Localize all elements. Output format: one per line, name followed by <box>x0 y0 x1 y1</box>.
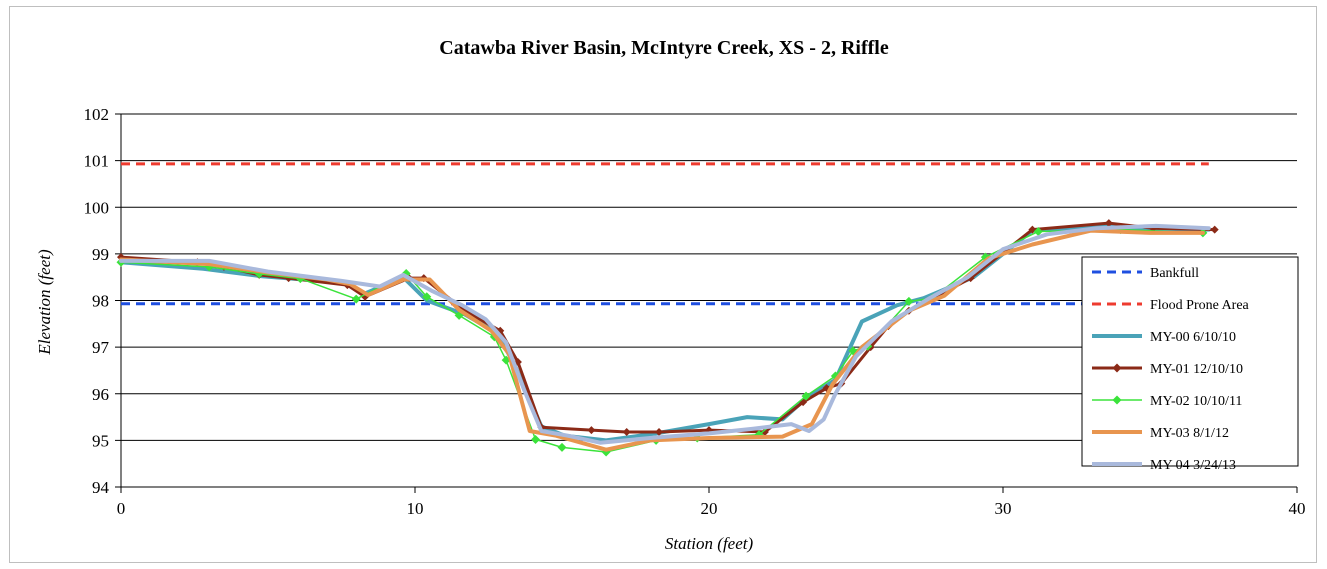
x-tick-label: 0 <box>117 499 126 518</box>
legend-label: Flood Prone Area <box>1150 298 1250 313</box>
legend-label: MY-01 12/10/10 <box>1150 362 1243 377</box>
series-my-03-8-1-12 <box>119 228 1205 452</box>
chart-title: Catawba River Basin, McIntyre Creek, XS … <box>439 37 889 59</box>
data-point-my-01-12-10-10-17 <box>760 427 769 436</box>
data-point-my-01-12-10-10-15 <box>655 427 664 436</box>
data-point-my-01-12-10-10-27 <box>1104 219 1113 228</box>
series-line-my-00-6-10-10 <box>119 223 1211 443</box>
x-axis-label: Station (feet) <box>665 534 754 553</box>
y-tick-label: 102 <box>84 105 110 124</box>
axes <box>115 113 1298 493</box>
series-my-00-6-10-10 <box>119 223 1211 443</box>
data-point-my-01-12-10-10-14 <box>622 427 631 436</box>
legend-label: MY-04 3/24/13 <box>1150 458 1236 473</box>
y-tick-label: 101 <box>84 152 110 171</box>
series-my-02-10-10-11 <box>116 225 1208 457</box>
y-tick-label: 98 <box>92 292 109 311</box>
legend-label: Bankfull <box>1150 266 1199 281</box>
data-point-my-02-10-10-11-10 <box>531 434 541 444</box>
series-line-my-03-8-1-12 <box>119 228 1205 452</box>
series-line-my-01-12-10-10 <box>119 221 1217 434</box>
y-tick-label: 96 <box>92 385 109 404</box>
data-point-my-01-12-10-10-29 <box>1210 225 1219 234</box>
x-tick-label: 20 <box>701 499 718 518</box>
y-tick-label: 100 <box>84 198 110 217</box>
x-tick-label: 40 <box>1289 499 1306 518</box>
x-tick-label: 10 <box>407 499 424 518</box>
legend-label: MY-03 8/1/12 <box>1150 426 1229 441</box>
data-point-my-02-10-10-11-4 <box>351 294 361 304</box>
y-tick-label: 94 <box>92 478 110 497</box>
legend: Bankfull Flood Prone Area MY-00 6/10/10 MY-… <box>1081 256 1299 473</box>
series-line-my-04-3-24-13 <box>119 223 1211 445</box>
legend-label: MY-02 10/10/11 <box>1150 394 1242 409</box>
legend-marker-my-01-12-10-10 <box>1112 363 1122 373</box>
y-tick-label: 97 <box>92 338 110 357</box>
data-point-my-02-10-10-11-23 <box>1033 226 1043 236</box>
y-tick-label: 95 <box>92 431 109 450</box>
series-my-04-3-24-13 <box>119 223 1211 445</box>
y-axis-label: Elevation (feet) <box>35 249 54 356</box>
series-lines <box>116 162 1219 457</box>
legend-marker-my-02-10-10-11 <box>1112 395 1122 405</box>
data-point-my-02-10-10-11-20 <box>904 296 914 306</box>
y-tick-label: 99 <box>92 245 109 264</box>
data-point-my-02-10-10-11-11 <box>557 442 567 452</box>
data-point-my-02-10-10-11-16 <box>801 391 811 401</box>
data-point-my-01-12-10-10-13 <box>587 426 596 435</box>
legend-label: MY-00 6/10/10 <box>1150 330 1236 345</box>
data-point-my-02-10-10-11-6 <box>422 292 432 302</box>
series-line-my-02-10-10-11 <box>120 228 1204 453</box>
x-tick-label: 30 <box>995 499 1012 518</box>
series-my-01-12-10-10 <box>117 219 1219 436</box>
